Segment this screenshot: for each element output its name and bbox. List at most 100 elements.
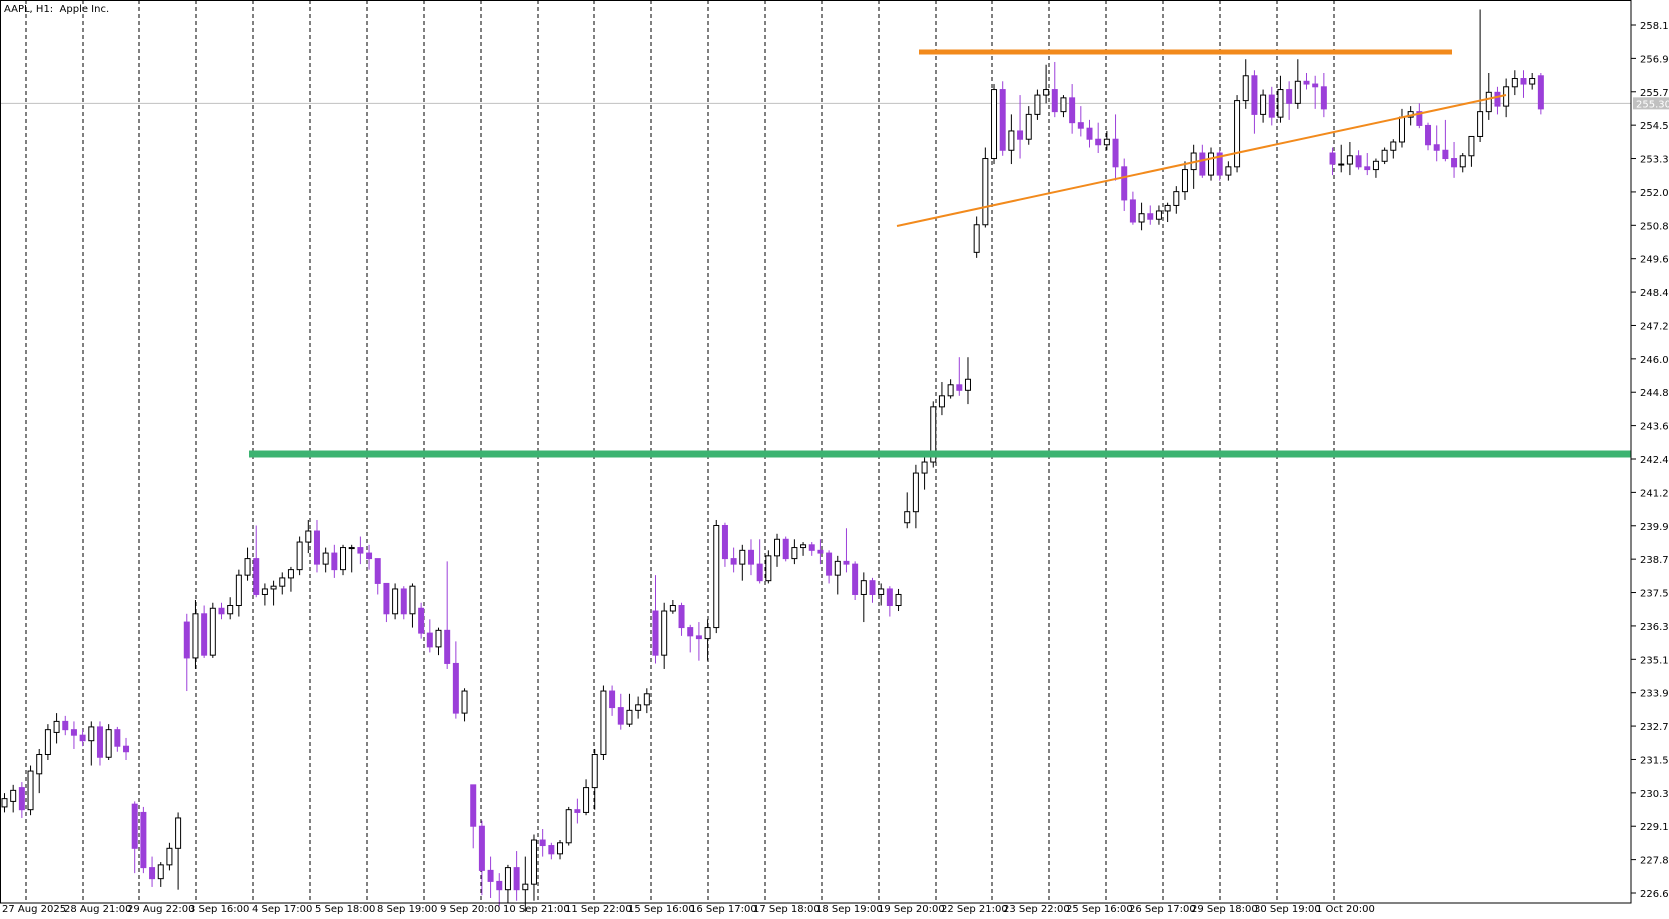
bullish-candle [37,749,42,793]
x-tick-label: 17 Sep 18:00 [753,904,820,915]
bullish-candle [1104,131,1109,150]
candle-body [427,633,432,647]
candle-body [531,840,536,884]
candle-body [740,550,745,564]
bullish-candle [913,465,918,528]
candle-body [1130,200,1135,222]
candle-body [965,379,970,390]
candle-body [1399,117,1404,142]
bearish-candle [540,829,545,857]
current-price-label: 255.30 [1636,99,1669,110]
candle-body [1295,81,1300,103]
bullish-candle [1295,59,1300,109]
candle-body [688,628,693,636]
bearish-candle [19,782,24,818]
bearish-candle [150,857,155,887]
candle-body [497,881,502,889]
candle-body [1148,214,1153,220]
bearish-candle [71,721,76,749]
bearish-candle [1070,84,1075,134]
candle-body [1252,76,1257,115]
bullish-candle [1026,106,1031,145]
candle-body [245,559,250,576]
candle-body [879,589,884,595]
candle-body [419,608,424,633]
bearish-candle [445,561,450,669]
bullish-candle [740,545,745,581]
x-tick-label: 15 Sep 16:00 [628,904,695,915]
bearish-candle [1217,150,1222,180]
x-tick-label: 18 Sep 19:00 [816,904,883,915]
candle-body [462,691,467,713]
candle-body [479,826,484,870]
bearish-candle [375,559,380,595]
candle-body [332,553,337,570]
candle-body [1182,170,1187,192]
bullish-candle [1486,73,1491,120]
candle-body [1495,92,1500,106]
bearish-candle [809,542,814,556]
candle-body [775,539,780,556]
bearish-candle [1313,76,1318,109]
bearish-candle [757,539,762,583]
bearish-candle [1252,70,1257,133]
candle-body [2,799,7,807]
bearish-candle [184,614,189,691]
candle-body [1087,128,1092,139]
candle-body [384,583,389,613]
candle-body [401,589,406,614]
y-tick-label: 230.31 [1640,789,1669,800]
candle-body [1321,87,1326,109]
candle-body [905,512,910,523]
candle-body [150,868,155,879]
bullish-candle [462,688,467,721]
candle-body [1000,90,1005,151]
bullish-candle [974,216,979,257]
bullish-candle [1512,70,1517,95]
bullish-candle [1261,90,1266,123]
candle-body [540,840,545,846]
bearish-candle [314,520,319,572]
candle-body [71,730,76,736]
bullish-candle [775,534,780,567]
bullish-candle [1226,161,1231,180]
bullish-candle [601,686,606,760]
bullish-candle [271,581,276,606]
y-tick-label: 255.72 [1640,88,1669,99]
bearish-candle [1417,103,1422,128]
candle-body [514,868,519,890]
bullish-candle [584,779,589,815]
candle-body [1512,79,1517,87]
bullish-candle [644,688,649,713]
bearish-candle [1078,106,1083,136]
candle-body [983,159,988,225]
candle-body [1521,79,1526,85]
bullish-candle [262,583,267,605]
bearish-candle [219,603,224,620]
candle-body [705,628,710,639]
candle-body [1339,164,1344,165]
candle-body [106,730,111,758]
candle-body [54,721,59,732]
y-tick-label: 237.57 [1640,589,1669,600]
candle-body [1122,167,1127,200]
bearish-candle [384,583,389,622]
candle-body [28,771,33,810]
candle-body [97,727,102,757]
candle-body [1452,159,1457,167]
bearish-candle [844,528,849,572]
bearish-candle [1018,95,1023,158]
candle-body [1538,76,1543,109]
x-tick-label: 1 Oct 20:00 [1316,904,1375,915]
bearish-candle [870,578,875,603]
bullish-candle [992,84,997,164]
y-tick-label: 226.68 [1640,889,1669,900]
bearish-candle [1287,81,1292,120]
candle-body [132,804,137,848]
candle-body [939,396,944,407]
bearish-candle [618,694,623,730]
candle-body [1139,214,1144,222]
bearish-candle [115,727,120,752]
candle-body [636,705,641,711]
candle-body [1486,92,1491,111]
